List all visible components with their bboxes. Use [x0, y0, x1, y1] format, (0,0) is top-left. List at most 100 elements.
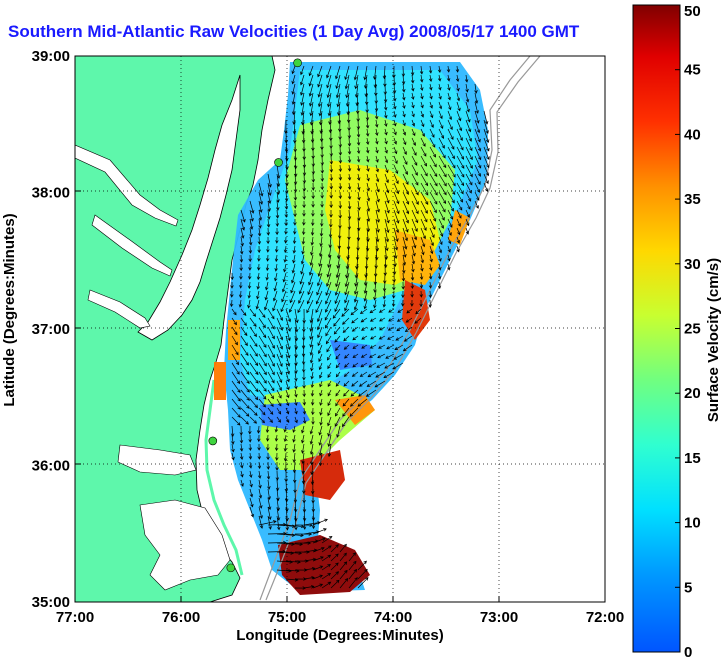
velocity-vector: [310, 371, 314, 380]
velocity-vector: [292, 119, 297, 135]
velocity-vector: [230, 290, 234, 298]
velocity-vector: [383, 92, 388, 103]
velocity-vector: [366, 209, 371, 223]
velocity-vector: [335, 380, 341, 387]
velocity-vector: [384, 119, 388, 127]
velocity-vector: [333, 317, 341, 327]
velocity-vector: [438, 200, 446, 213]
velocity-vector: [393, 164, 399, 175]
velocity-vector: [447, 218, 453, 228]
velocity-vector: [327, 101, 332, 117]
velocity-vector: [401, 272, 406, 282]
velocity-vector: [415, 308, 422, 315]
velocity-vector: [302, 506, 307, 522]
velocity-vector: [393, 353, 404, 360]
velocity-vector: [349, 398, 359, 407]
velocity-vector: [359, 308, 368, 315]
velocity-vector: [318, 425, 323, 436]
velocity-vector: [428, 299, 432, 308]
velocity-vector: [267, 506, 272, 521]
velocity-vector: [370, 335, 377, 340]
velocity-vector: [393, 245, 398, 260]
velocity-vector: [483, 164, 490, 177]
velocity-vector: [411, 227, 418, 241]
velocity-vector: [429, 236, 434, 247]
velocity-vector: [281, 281, 287, 293]
velocity-vector: [276, 407, 282, 415]
velocity-vector: [292, 461, 297, 474]
velocity-vector: [447, 209, 454, 220]
velocity-vector: [274, 254, 279, 263]
velocity-vector: [240, 344, 249, 357]
york-james-river: [87, 289, 151, 329]
velocity-vector: [352, 335, 359, 341]
velocity-vector: [302, 182, 307, 192]
velocity-vector: [311, 407, 315, 416]
velocity-vector: [240, 362, 250, 376]
colorbar-tick-label: 35: [684, 191, 701, 208]
velocity-vector: [285, 353, 291, 367]
velocity-vector: [255, 299, 260, 310]
velocity-vector: [420, 155, 427, 167]
velocity-vector: [438, 209, 445, 221]
velocity-vector: [456, 236, 460, 244]
velocity-vector: [240, 218, 246, 231]
velocity-vector: [410, 281, 415, 290]
velocity-vector: [267, 200, 271, 212]
velocity-vector: [294, 380, 298, 390]
velocity-vector: [291, 92, 296, 105]
colorbar-tick-label: 50: [684, 3, 701, 20]
field-orange-coast: [228, 320, 240, 360]
velocity-vector: [361, 335, 368, 340]
velocity-vector: [447, 146, 455, 160]
velocity-vector: [248, 452, 253, 460]
velocity-vector: [318, 254, 323, 267]
y-tick-label: 37:00: [32, 321, 70, 338]
plot-frame: [74, 55, 606, 603]
velocity-vector: [437, 65, 442, 74]
velocity-vector: [410, 272, 415, 281]
chesapeake-bay: [137, 74, 241, 341]
velocity-vector: [312, 583, 324, 589]
velocity-vector: [266, 461, 271, 470]
velocity-vector: [338, 155, 343, 164]
velocity-vector: [411, 191, 419, 205]
velocity-vector: [402, 191, 410, 205]
velocity-vector: [402, 227, 408, 242]
velocity-vector: [375, 146, 379, 154]
velocity-vector: [447, 173, 456, 187]
velocity-vector: [402, 218, 409, 233]
velocity-vector: [429, 182, 438, 196]
velocity-vector: [240, 470, 244, 478]
velocity-vector: [312, 565, 324, 571]
velocity-vector: [393, 92, 397, 102]
velocity-vector: [344, 290, 350, 304]
velocity-vector: [293, 209, 297, 218]
velocity-vector: [465, 101, 470, 113]
velocity-vector: [411, 146, 417, 156]
velocity-vector: [276, 317, 284, 331]
velocity-vector: [420, 137, 426, 147]
velocity-vector: [302, 389, 306, 398]
velocity-vector: [347, 164, 352, 172]
velocity-vector: [357, 173, 361, 182]
velocity-vector: [393, 191, 400, 205]
velocity-vector: [299, 74, 305, 86]
velocity-vector: [275, 462, 279, 471]
velocity-vector: [402, 263, 406, 274]
velocity-vector: [437, 272, 442, 280]
velocity-vector: [347, 137, 352, 147]
velocity-vector: [267, 362, 275, 376]
y-tick-labels: 39:00 38:00 37:00 36:00 35:00: [32, 48, 70, 611]
velocity-vector: [326, 83, 332, 99]
field-orange-outerbanks: [214, 362, 226, 400]
velocity-vector: [347, 155, 352, 164]
velocity-vector: [483, 119, 489, 135]
velocity-vector: [292, 245, 297, 254]
velocity-vector: [301, 353, 306, 365]
velocity-vector: [309, 443, 314, 455]
velocity-vector: [276, 416, 282, 423]
velocity-vector: [249, 470, 253, 479]
velocity-vector: [384, 155, 389, 164]
